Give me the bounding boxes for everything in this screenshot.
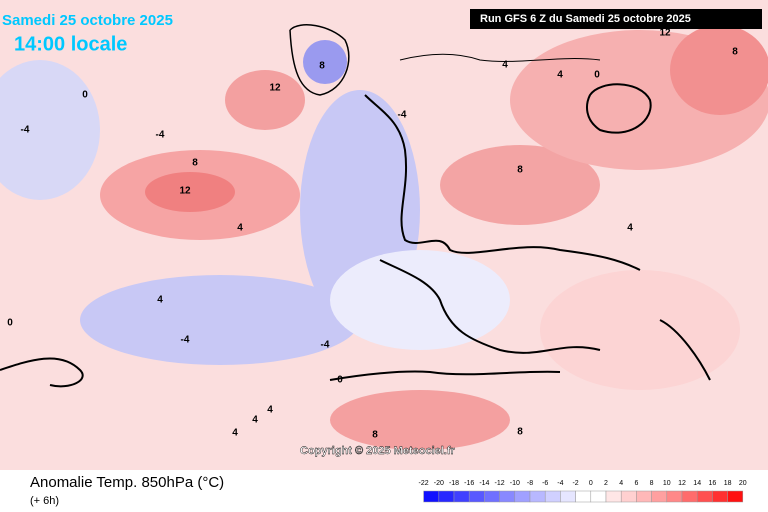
legend-tick-label: 16 [709, 480, 717, 487]
anomaly-fields [0, 25, 768, 450]
contour-label: 8 [319, 61, 325, 72]
copyright: Copyright © 2025 Meteociel.fr [300, 445, 456, 457]
legend-tick-label: 8 [650, 480, 654, 487]
contour-label: 0 [337, 375, 343, 386]
contour-label: 4 [252, 415, 258, 426]
legend-tick-label: 6 [634, 480, 638, 487]
coastlines [0, 24, 711, 388]
contour-label: 8 [517, 427, 523, 438]
legend-tick-label: 20 [739, 480, 747, 487]
legend-swatch [681, 490, 698, 503]
legend-tick-label: -2 [572, 480, 578, 487]
footer-title: Anomalie Temp. 850hPa (°C) [30, 474, 224, 491]
run-box [470, 9, 762, 29]
contour-label: -4 [156, 130, 165, 141]
legend-swatch [438, 490, 455, 503]
footer-step: (+ 6h) [30, 495, 59, 507]
legend-tick-label: -10 [510, 480, 520, 487]
contour-label: 4 [232, 428, 238, 439]
legend-tick-label: -14 [479, 480, 489, 487]
contour-label: 0 [594, 70, 600, 81]
legend-swatch [484, 490, 500, 503]
contour-label: 12 [179, 186, 191, 197]
legend-swatch [423, 490, 440, 503]
legend-swatch [605, 490, 622, 503]
legend-tick-label: 4 [619, 480, 623, 487]
legend-swatch [666, 490, 683, 503]
legend-swatch [544, 490, 561, 503]
legend-swatch [560, 490, 576, 503]
contour-label: 12 [659, 28, 671, 39]
legend-swatch [499, 490, 516, 503]
contour-label: -4 [181, 335, 190, 346]
contour-label: 4 [557, 70, 563, 81]
contour-label: 8 [192, 158, 198, 169]
contour-label: 4 [157, 295, 163, 306]
legend-swatch [620, 490, 637, 503]
legend-swatch [514, 490, 531, 503]
contour-label: -4 [21, 125, 30, 136]
legend-tick-label: -4 [557, 480, 563, 487]
legend-tick-label: 14 [693, 480, 701, 487]
legend-tick-label: 0 [589, 480, 593, 487]
contour-label: 0 [82, 90, 88, 101]
contour-label: -4 [398, 110, 407, 121]
legend-tick-label: -16 [464, 480, 474, 487]
legend-tick-label: 12 [678, 480, 686, 487]
legend-tick-label: -8 [527, 480, 533, 487]
contour-label: 12 [269, 83, 281, 94]
contour-label: 8 [372, 430, 378, 441]
contour-label: 4 [237, 223, 243, 234]
time-label: 14:00 locale [14, 33, 127, 55]
legend-swatch [575, 490, 592, 503]
legend-swatch [529, 490, 546, 503]
legend-tick-label: 2 [604, 480, 608, 487]
contour-label: 8 [517, 165, 523, 176]
legend-tick-label: -18 [449, 480, 459, 487]
date-label: Samedi 25 octobre 2025 [2, 12, 173, 29]
legend-swatch [712, 490, 728, 503]
legend-tick-label: -12 [495, 480, 505, 487]
run-label: Run GFS 6 Z du Samedi 25 octobre 2025 [480, 13, 691, 25]
contour-label: 4 [502, 60, 508, 71]
contour-label: -4 [321, 340, 330, 351]
legend-swatch [696, 490, 713, 503]
contour-label: 4 [267, 405, 273, 416]
legend-swatch [468, 490, 485, 503]
color-legend: -22 -20 -18 -16 -14 -12 -10 -8 -6 -4 -2 0 2 4 6 8 10 12 14… [419, 480, 747, 503]
contour-label: 0 [7, 318, 13, 329]
legend-tick-label: -20 [434, 480, 444, 487]
contour-label: 8 [732, 47, 738, 58]
contour-label: 4 [627, 223, 633, 234]
legend-tick-label: 10 [663, 480, 671, 487]
legend-swatch [651, 490, 668, 503]
legend-tick-label: 18 [724, 480, 732, 487]
legend-tick-label: -22 [419, 480, 429, 487]
legend-swatch [727, 490, 744, 503]
legend-swatch [636, 490, 652, 503]
legend-swatch [590, 490, 607, 503]
legend-swatch [453, 490, 470, 503]
contour-labels: 12 8 12 8 4 -4 0 -4 4 8 4 0 -4 4 -4 0 4 8 4 12 8 0 -4 4 8 4 [7, 28, 738, 441]
legend-tick-label: -6 [542, 480, 548, 487]
